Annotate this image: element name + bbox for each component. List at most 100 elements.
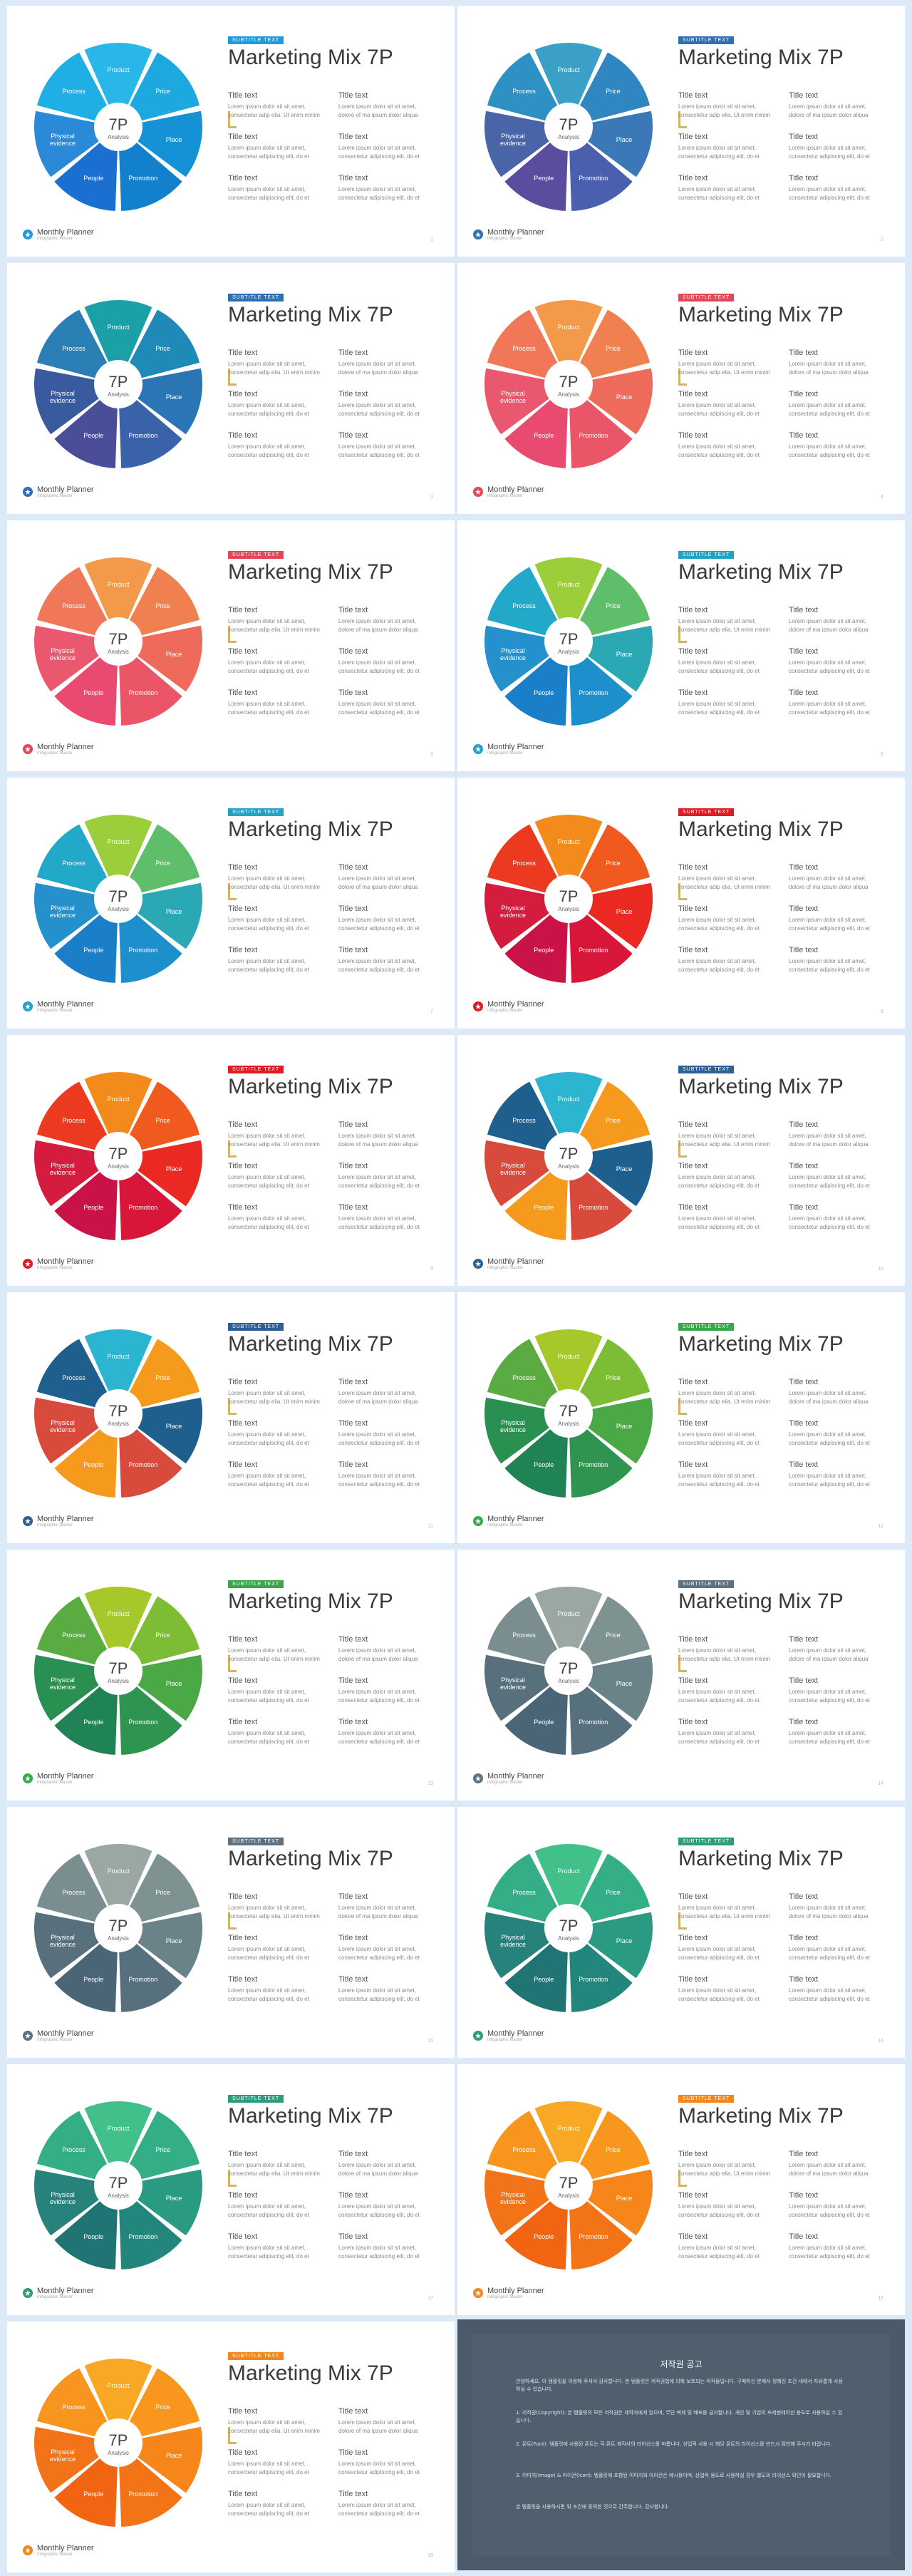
text-block-body: Lorem ipsum dolor sit sit amet, consectet…: [228, 1647, 321, 1664]
slide-card[interactable]: Product Price Place Promotion People Physical…: [457, 6, 905, 257]
subtitle-badge: SUBTITLE TEXT: [678, 1838, 735, 1845]
text-block: Title text Lorem ipsum dolor sit sit amet…: [228, 1203, 321, 1232]
text-block-line: Lorem ipsum dolor sit sit amet,: [678, 1215, 756, 1222]
slide-card[interactable]: Product Price Place Promotion People Physical…: [7, 778, 455, 1029]
wheel-center: [546, 1905, 591, 1951]
page-number: 13: [428, 1781, 433, 1786]
slide-card[interactable]: Product Price Place Promotion People Physical…: [7, 1292, 455, 1543]
wheel-segment: [33, 368, 99, 435]
text-block-line: consectetur adip elia. Ut enim minim: [228, 2428, 320, 2434]
page-number: 4: [881, 495, 884, 500]
decorative-bracket: [228, 2427, 237, 2444]
wheel-center: [95, 619, 141, 664]
subtitle-badge: SUBTITLE TEXT: [678, 551, 735, 559]
wheel-segment: [484, 110, 549, 177]
wheel-segment-label: Place: [166, 908, 182, 915]
wheel-segment: [569, 1686, 633, 1755]
slide-card[interactable]: Product Price Place Promotion People Physical…: [457, 1035, 905, 1286]
wheel-segment-label: Promotion: [128, 2490, 157, 2498]
slide-card[interactable]: Product Price Place Promotion People Physical…: [7, 6, 455, 257]
text-block-body: Lorem ipsum dolor sit sit amet, consectet…: [789, 1215, 881, 1232]
wheel-segment-label: Physical: [51, 2191, 75, 2198]
wheel-segment-label: Product: [557, 581, 580, 588]
text-block-title: Title text: [338, 1460, 368, 1469]
slide-card[interactable]: Product Price Place Promotion People Physical…: [457, 2064, 905, 2315]
slide-title: Marketing Mix 7P: [678, 818, 844, 841]
text-block-title: Title text: [678, 431, 708, 440]
text-block-line: Lorem ipsum dolor sit sit amet,: [678, 1689, 756, 1695]
wheel-segment-label: Physical: [51, 390, 75, 397]
text-block-line: Lorem ipsum dolor sit sit amet,: [338, 958, 416, 964]
wheel-segment-label: People: [83, 2233, 103, 2240]
text-block: Title text Lorem ipsum dolor sit sit amet…: [678, 349, 771, 377]
text-block-body: Lorem ipsum dolor sit sit amet, consectet…: [678, 1472, 771, 1489]
text-block-title: Title text: [789, 1635, 819, 1644]
text-block-body: Lorem ipsum dolor sit sit amet, consectet…: [228, 443, 321, 460]
slide-card[interactable]: Product Price Place Promotion People Physical…: [457, 520, 905, 771]
slide-card[interactable]: Product Price Place Promotion People Physical…: [7, 520, 455, 771]
text-block-line: consectetur adipiscing elit, do et: [789, 1481, 870, 1488]
text-block-line: Lorem ipsum dolor sit sit amet,: [789, 1905, 866, 1911]
slide-card[interactable]: Product Price Place Promotion People Physical…: [457, 263, 905, 514]
slide-card[interactable]: Product Price Place Promotion People Physical…: [457, 1807, 905, 2058]
wheel-segment-label: People: [83, 947, 103, 954]
wheel-segment: [54, 400, 118, 468]
wheel-segment: [579, 567, 651, 636]
slide-card[interactable]: Product Price Place Promotion People Physical…: [7, 2064, 455, 2315]
wheel-segment-label: People: [534, 1719, 554, 1726]
wheel-segment-label: Product: [107, 2125, 130, 2132]
text-block-body: Lorem ipsum dolor sit sit amet, dolore of…: [338, 1904, 431, 1921]
text-block: Title text Lorem ipsum dolor sit sit amet…: [338, 1460, 431, 1489]
wheel-center-subtitle: Analysis: [558, 906, 579, 912]
wheel-segment-label: evidence: [500, 140, 526, 147]
decorative-bracket: [678, 626, 687, 643]
text-block-body: Lorem ipsum dolor sit sit amet, consectet…: [678, 875, 771, 892]
wheel-segment-label: Price: [606, 1632, 621, 1639]
text-block-body: Lorem ipsum dolor sit sit amet, consectet…: [338, 2244, 431, 2261]
slide-card[interactable]: Product Price Place Promotion People Physical…: [7, 1035, 455, 1286]
slide-card[interactable]: Product Price Place Promotion People Physical…: [457, 778, 905, 1029]
wheel-center-title: 7P: [559, 887, 579, 905]
text-block: Title text Lorem ipsum dolor sit sit amet…: [789, 1892, 881, 1921]
text-block-body: Lorem ipsum dolor sit sit amet, consectet…: [228, 700, 321, 717]
slide-card[interactable]: Product Price Place Promotion People Physical…: [7, 2322, 455, 2572]
slide-card[interactable]: Product Price Place Promotion People Physical…: [457, 1550, 905, 1800]
text-block-title: Title text: [228, 2448, 258, 2457]
text-block-line: consectetur adipiscing elit, do et: [228, 1996, 309, 2002]
wheel-segment-label: Promotion: [579, 947, 608, 954]
text-block-line: consectetur adipiscing elit, do et: [338, 1738, 420, 1745]
wheel-segment-label: Place: [616, 651, 633, 658]
slide-card[interactable]: Product Price Place Promotion People Physical…: [457, 1292, 905, 1543]
text-block-body: Lorem ipsum dolor sit sit amet, dolore of…: [789, 1389, 881, 1406]
text-block-title: Title text: [678, 349, 708, 357]
text-block-body: Lorem ipsum dolor sit sit amet, dolore of…: [789, 617, 881, 634]
wheel-segment: [534, 1329, 603, 1391]
wheel-segment-label: Process: [62, 88, 86, 95]
text-block-line: Lorem ipsum dolor sit sit amet,: [789, 2245, 866, 2251]
wheel-segment-label: Product: [107, 324, 130, 331]
text-block-title: Title text: [228, 2191, 258, 2200]
wheel-segment-label: evidence: [50, 2456, 76, 2463]
text-block-line: consectetur adipiscing elit, do et: [678, 1224, 760, 1230]
text-block-body: Lorem ipsum dolor sit sit amet, dolore of…: [789, 103, 881, 120]
wheel: Product Price Place Promotion People Physical…: [33, 813, 204, 984]
slide-card[interactable]: Product Price Place Promotion People Physical…: [7, 1807, 455, 2058]
text-block-title: Title text: [228, 1378, 258, 1386]
text-block-title: Title text: [678, 1718, 708, 1726]
text-block: Title text Lorem ipsum dolor sit sit amet…: [338, 390, 431, 418]
slide-card[interactable]: Product Price Place Promotion People Physical…: [7, 1550, 455, 1800]
wheel-segment-label: Place: [166, 2452, 182, 2459]
text-block-title: Title text: [228, 946, 258, 954]
text-block-line: consectetur adipiscing elit, do et: [338, 452, 420, 458]
wheel-center: [546, 876, 591, 922]
slide-card[interactable]: Product Price Place Promotion People Physical…: [7, 263, 455, 514]
text-block-title: Title text: [338, 2150, 368, 2158]
text-block-title: Title text: [789, 1934, 819, 1942]
star-icon: [473, 230, 483, 239]
text-block: Title text Lorem ipsum dolor sit sit amet…: [789, 905, 881, 933]
text-block-line: Lorem ipsum dolor sit sit amet,: [228, 1215, 306, 1222]
text-block: Title text Lorem ipsum dolor sit sit amet…: [228, 1460, 321, 1489]
wheel-segment: [84, 557, 152, 619]
text-block-title: Title text: [789, 1460, 819, 1469]
text-block: Title text Lorem ipsum dolor sit sit amet…: [228, 1635, 321, 1664]
